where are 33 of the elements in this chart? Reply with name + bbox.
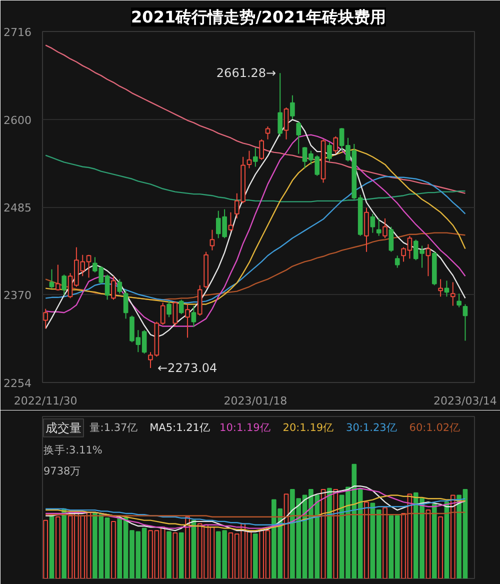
y-tick-label: 2370 (4, 288, 32, 302)
annotation: 2661.28→ (216, 66, 276, 80)
text: 10:1.19亿 (220, 422, 271, 434)
text: 量:1.37亿 (89, 422, 138, 434)
bar (62, 508, 67, 578)
candlestick (210, 229, 215, 251)
candlestick (438, 278, 443, 298)
bar (432, 504, 437, 578)
y-tick-label: 2254 (4, 377, 32, 390)
bar (166, 531, 172, 578)
chart-title: 成交量 (45, 420, 82, 435)
text: 20:1.19亿 (282, 422, 334, 434)
candlestick (246, 150, 252, 169)
candlestick (450, 282, 456, 306)
bar (178, 532, 184, 578)
text: 60:1.02亿 (409, 422, 461, 434)
bar (327, 488, 332, 578)
line-series (44, 44, 466, 194)
x-tick-label: 2023/03/14 (434, 394, 497, 408)
text: 30:1.23亿 (346, 422, 398, 434)
x-tick-label: 2022/11/30 (14, 394, 78, 408)
y-tick-label: 2485 (4, 202, 32, 214)
annotation: 9738万 (43, 466, 82, 478)
bar (253, 534, 258, 578)
y-tick-label: 2716 (4, 26, 32, 39)
y-tick-label: 2600 (4, 114, 32, 128)
candlestick (426, 244, 431, 277)
annotation: ←2273.04 (158, 361, 218, 376)
chart-title: 2021砖行情走势/2021年砖块费用 (131, 8, 386, 26)
x-tick-label: 2023/01/18 (224, 394, 288, 408)
text: MA5:1.21亿 (150, 422, 210, 434)
text: 换手:3.11% (43, 444, 102, 457)
candlestick (185, 304, 190, 338)
